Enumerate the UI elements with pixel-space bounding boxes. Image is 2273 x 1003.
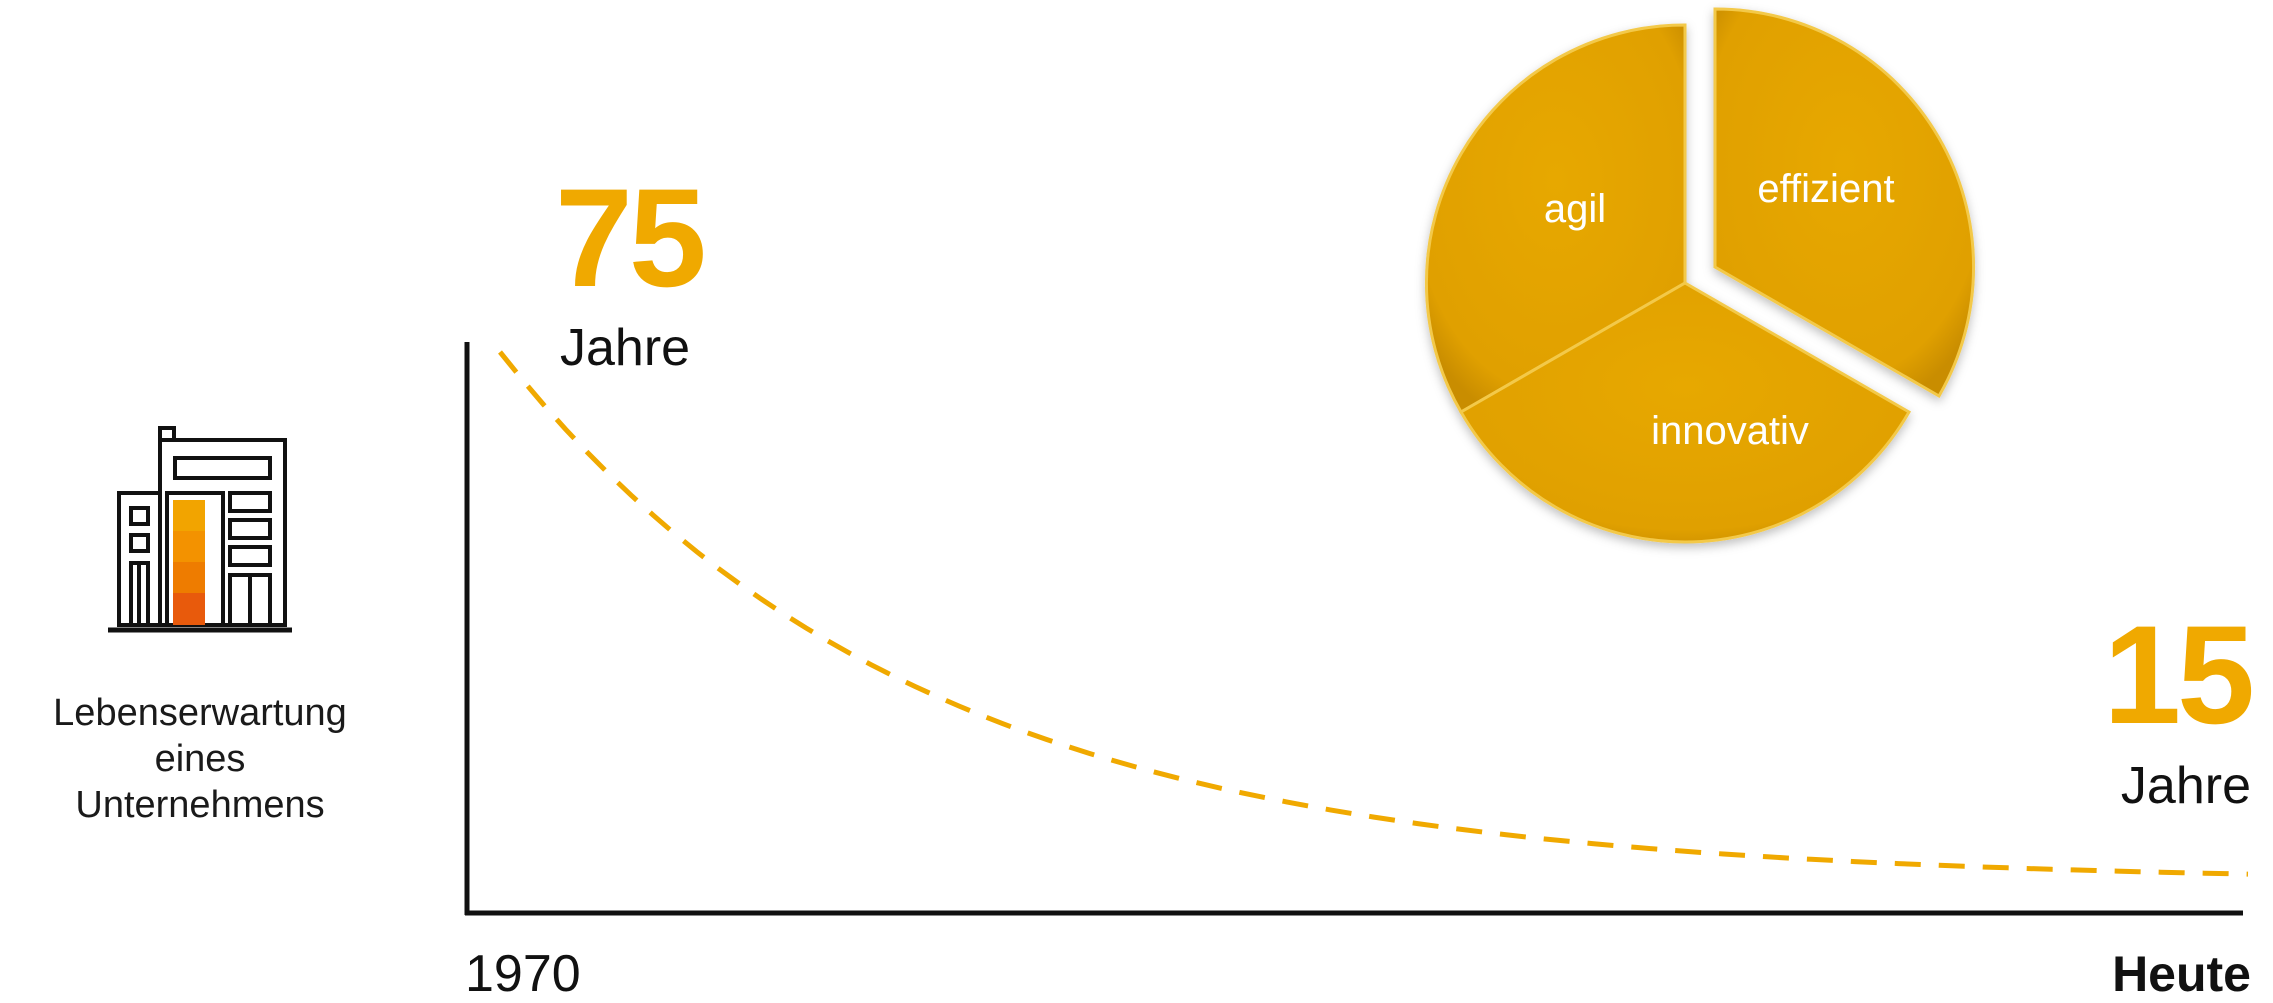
building-caption: Lebenserwartung eines Unternehmens (0, 690, 400, 828)
end-value: 15 (2103, 596, 2255, 753)
x-label-start: 1970 (465, 945, 581, 1003)
caption-line-2: eines (154, 738, 246, 780)
start-unit: Jahre (560, 319, 691, 377)
trend-line (498, 350, 2249, 877)
pie-label-innovativ: innovativ (1651, 409, 1809, 453)
pie-slice-agil (1424, 23, 1687, 415)
end-unit: Jahre (2120, 757, 2251, 815)
pie-label-agil: agil (1544, 187, 1606, 231)
pie-chart: agil effizient innovativ (1424, 7, 1976, 544)
pie-slice-innovativ (1458, 281, 1912, 544)
caption-line-3: Unternehmens (75, 784, 325, 826)
start-value: 75 (555, 159, 707, 316)
x-label-end: Heute (2112, 946, 2251, 1002)
pie-slice-effizient (1713, 7, 1976, 399)
pie-label-effizient: effizient (1757, 167, 1894, 211)
caption-line-1: Lebenserwartung (53, 692, 347, 734)
office-building-icon (108, 426, 292, 633)
